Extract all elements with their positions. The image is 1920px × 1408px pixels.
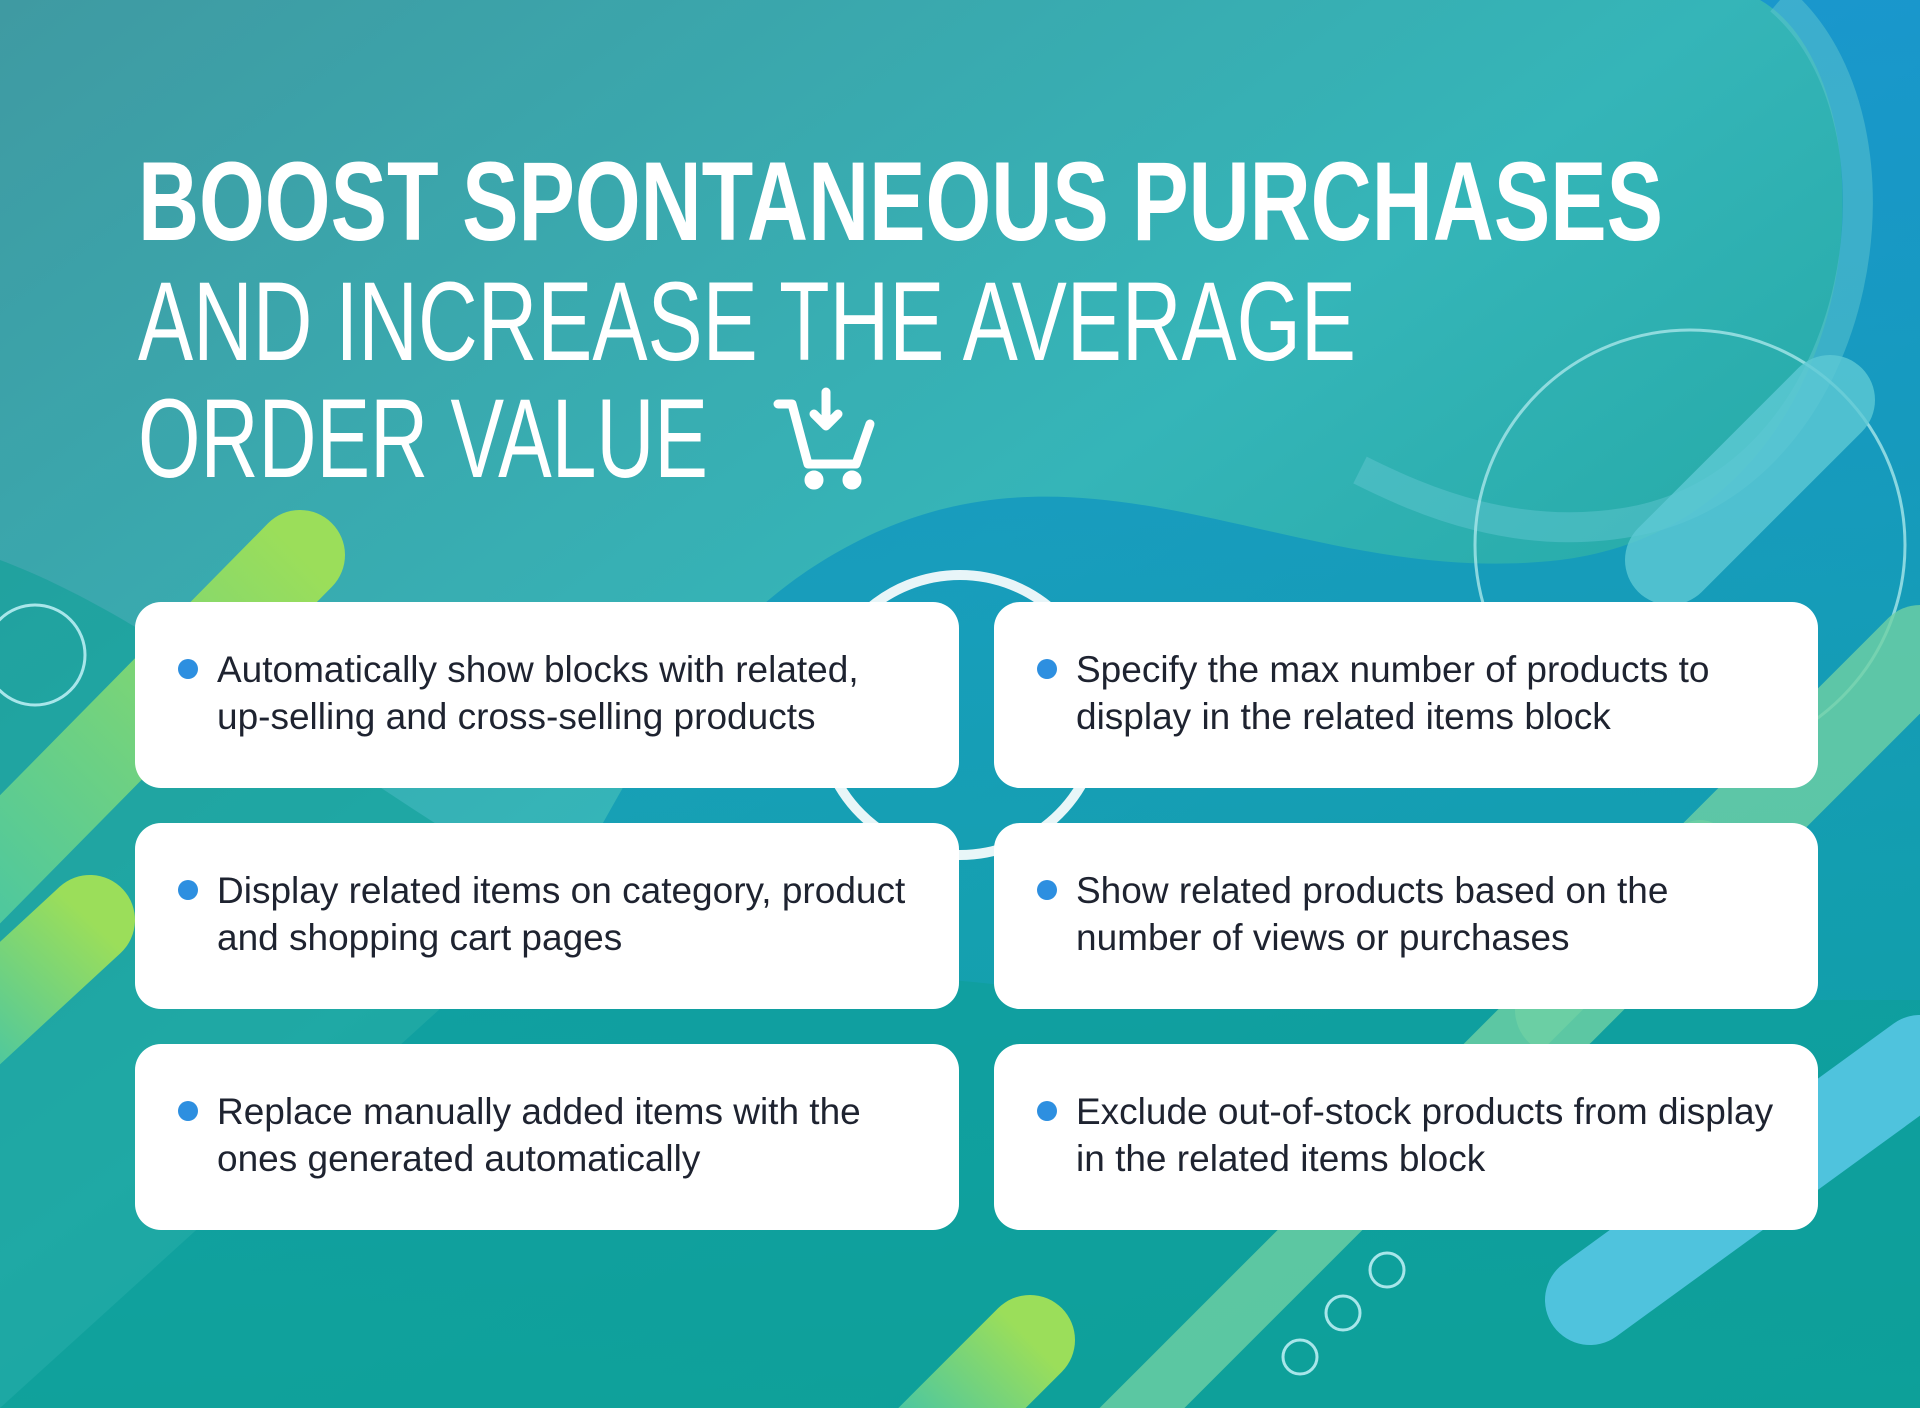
feature-text: Exclude out-of-stock products from displ… (1076, 1091, 1774, 1179)
feature-card: Display related items on category, produ… (135, 823, 959, 1009)
bullet (1037, 880, 1057, 900)
bullet (1037, 1101, 1057, 1121)
feature-card: Replace manually added items with the on… (135, 1044, 959, 1230)
bullet (1037, 659, 1057, 679)
feature-card: Show related products based on the numbe… (994, 823, 1818, 1009)
headline-light: AND INCREASE THE AVERAGE (138, 259, 1356, 384)
feature-card: Automatically show blocks with related, … (135, 602, 959, 788)
feature-text: Automatically show blocks with related, … (217, 649, 859, 737)
feature-card: Exclude out-of-stock products from displ… (994, 1044, 1818, 1230)
feature-card: Specify the max number of products to di… (994, 602, 1818, 788)
bullet (178, 659, 198, 679)
headline-bold: BOOST SPONTANEOUS PURCHASES (138, 139, 1663, 264)
feature-text: Show related products based on the numbe… (1076, 870, 1669, 958)
feature-text: Replace manually added items with the on… (217, 1091, 861, 1179)
headline-light: ORDER VALUE (138, 376, 708, 501)
bullet (178, 880, 198, 900)
bullet (178, 1101, 198, 1121)
feature-text: Display related items on category, produ… (217, 870, 906, 958)
feature-text: Specify the max number of products to di… (1076, 649, 1710, 737)
